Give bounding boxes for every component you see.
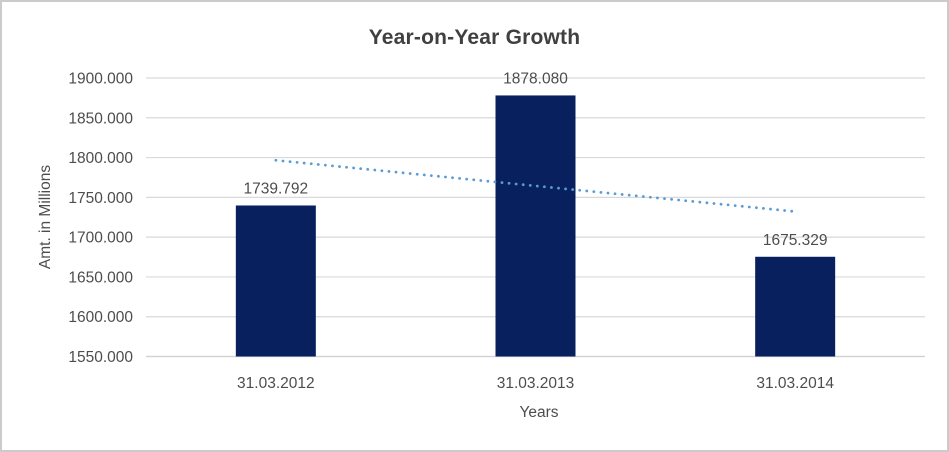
y-tick-label: 1900.000 — [68, 71, 133, 88]
bar — [235, 205, 316, 357]
bar-data-label: 1739.792 — [244, 180, 309, 197]
x-axis-title: Years — [519, 404, 559, 421]
x-tick-label: 31.03.2012 — [237, 375, 315, 392]
y-tick-label: 1550.000 — [68, 349, 133, 366]
bar-data-label: 1878.080 — [503, 70, 568, 87]
chart-title: Year-on-Year Growth — [368, 26, 581, 49]
bar-data-label: 1675.329 — [763, 232, 828, 249]
y-tick-label: 1650.000 — [68, 269, 133, 286]
y-tick-label: 1700.000 — [68, 230, 133, 247]
y-tick-label: 1850.000 — [68, 110, 133, 127]
x-tick-label: 31.03.2014 — [756, 375, 834, 392]
bar — [495, 95, 576, 357]
y-tick-label: 1750.000 — [68, 190, 133, 207]
y-tick-label: 1600.000 — [68, 309, 133, 326]
y-tick-label: 1800.000 — [68, 150, 133, 167]
bar — [755, 256, 836, 357]
x-tick-label: 31.03.2013 — [497, 375, 575, 392]
